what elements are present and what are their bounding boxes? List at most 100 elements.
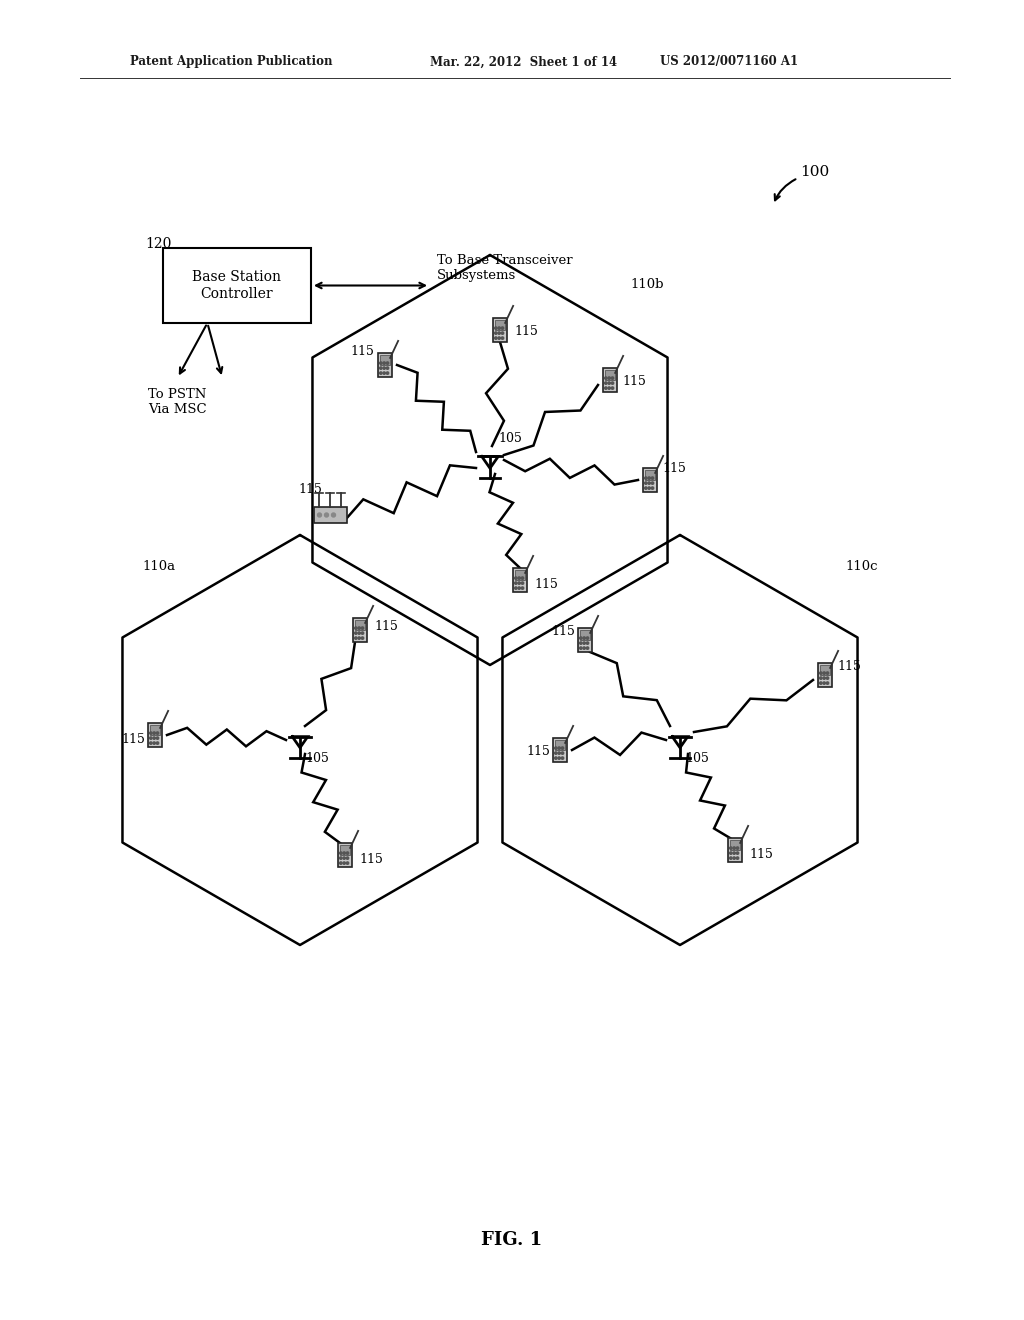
Circle shape xyxy=(733,851,735,854)
Circle shape xyxy=(502,331,504,334)
Circle shape xyxy=(645,482,647,484)
Circle shape xyxy=(358,627,360,630)
Bar xyxy=(338,843,352,867)
Circle shape xyxy=(361,636,364,639)
Circle shape xyxy=(340,862,342,865)
Circle shape xyxy=(153,737,156,739)
Text: To Base Transceiver
Subsystems: To Base Transceiver Subsystems xyxy=(437,253,572,281)
Circle shape xyxy=(730,851,732,854)
Circle shape xyxy=(157,731,159,734)
Circle shape xyxy=(555,747,557,750)
Circle shape xyxy=(383,372,385,375)
Bar xyxy=(728,838,742,862)
Text: 110b: 110b xyxy=(630,279,664,290)
Circle shape xyxy=(383,362,385,364)
Circle shape xyxy=(521,582,523,585)
Circle shape xyxy=(502,337,504,339)
Text: US 2012/0071160 A1: US 2012/0071160 A1 xyxy=(660,55,798,69)
Circle shape xyxy=(580,647,582,649)
Circle shape xyxy=(386,372,389,375)
Text: 115: 115 xyxy=(121,733,144,746)
Bar xyxy=(515,570,525,579)
Circle shape xyxy=(819,677,822,680)
Circle shape xyxy=(611,387,613,389)
Circle shape xyxy=(383,367,385,370)
Circle shape xyxy=(502,327,504,329)
Bar xyxy=(495,319,505,330)
Circle shape xyxy=(346,851,349,854)
Circle shape xyxy=(823,677,825,680)
Circle shape xyxy=(558,756,560,759)
Circle shape xyxy=(343,851,345,854)
Circle shape xyxy=(736,851,738,854)
Circle shape xyxy=(648,487,650,490)
Bar xyxy=(313,507,346,523)
Circle shape xyxy=(340,851,342,854)
Bar xyxy=(163,248,311,323)
Circle shape xyxy=(823,682,825,684)
Circle shape xyxy=(819,672,822,675)
Bar xyxy=(603,368,617,392)
Text: 115: 115 xyxy=(551,624,574,638)
Text: 115: 115 xyxy=(514,325,538,338)
Circle shape xyxy=(736,857,738,859)
Circle shape xyxy=(583,647,586,649)
Circle shape xyxy=(153,731,156,734)
Text: 115: 115 xyxy=(837,660,861,673)
Circle shape xyxy=(558,752,560,754)
Text: Patent Application Publication: Patent Application Publication xyxy=(130,55,333,69)
Circle shape xyxy=(604,378,607,379)
Circle shape xyxy=(498,327,501,329)
Circle shape xyxy=(386,362,389,364)
Circle shape xyxy=(604,381,607,384)
Circle shape xyxy=(611,381,613,384)
Circle shape xyxy=(648,482,650,484)
Text: 115: 115 xyxy=(749,847,773,861)
Bar xyxy=(380,355,390,366)
Text: 120: 120 xyxy=(145,238,171,251)
Circle shape xyxy=(498,337,501,339)
Circle shape xyxy=(608,381,610,384)
Circle shape xyxy=(343,857,345,859)
Circle shape xyxy=(561,752,563,754)
Circle shape xyxy=(730,857,732,859)
Circle shape xyxy=(498,331,501,334)
Bar xyxy=(147,723,162,747)
Bar xyxy=(150,725,160,735)
Circle shape xyxy=(361,632,364,635)
Bar xyxy=(555,739,565,750)
Bar xyxy=(730,840,740,850)
Bar xyxy=(818,663,833,688)
Text: 110c: 110c xyxy=(845,560,878,573)
Circle shape xyxy=(587,636,589,639)
Circle shape xyxy=(157,742,159,744)
Bar xyxy=(553,738,567,762)
Circle shape xyxy=(495,337,497,339)
Circle shape xyxy=(521,577,523,579)
Circle shape xyxy=(515,582,517,585)
Text: 105: 105 xyxy=(498,432,522,445)
Circle shape xyxy=(518,587,520,589)
Text: 115: 115 xyxy=(350,345,374,358)
Circle shape xyxy=(651,487,653,490)
Circle shape xyxy=(380,367,382,370)
Circle shape xyxy=(651,482,653,484)
Circle shape xyxy=(515,577,517,579)
Bar xyxy=(578,628,592,652)
Circle shape xyxy=(343,862,345,865)
Circle shape xyxy=(583,636,586,639)
Text: Mar. 22, 2012  Sheet 1 of 14: Mar. 22, 2012 Sheet 1 of 14 xyxy=(430,55,617,69)
Circle shape xyxy=(358,636,360,639)
Circle shape xyxy=(354,636,357,639)
Text: 105: 105 xyxy=(305,752,329,766)
Text: 115: 115 xyxy=(662,462,686,475)
Circle shape xyxy=(380,362,382,364)
Circle shape xyxy=(733,847,735,849)
Circle shape xyxy=(823,672,825,675)
Circle shape xyxy=(346,862,349,865)
Circle shape xyxy=(826,677,828,680)
Circle shape xyxy=(157,737,159,739)
Text: 115: 115 xyxy=(359,853,383,866)
Circle shape xyxy=(325,513,329,517)
Circle shape xyxy=(580,642,582,644)
